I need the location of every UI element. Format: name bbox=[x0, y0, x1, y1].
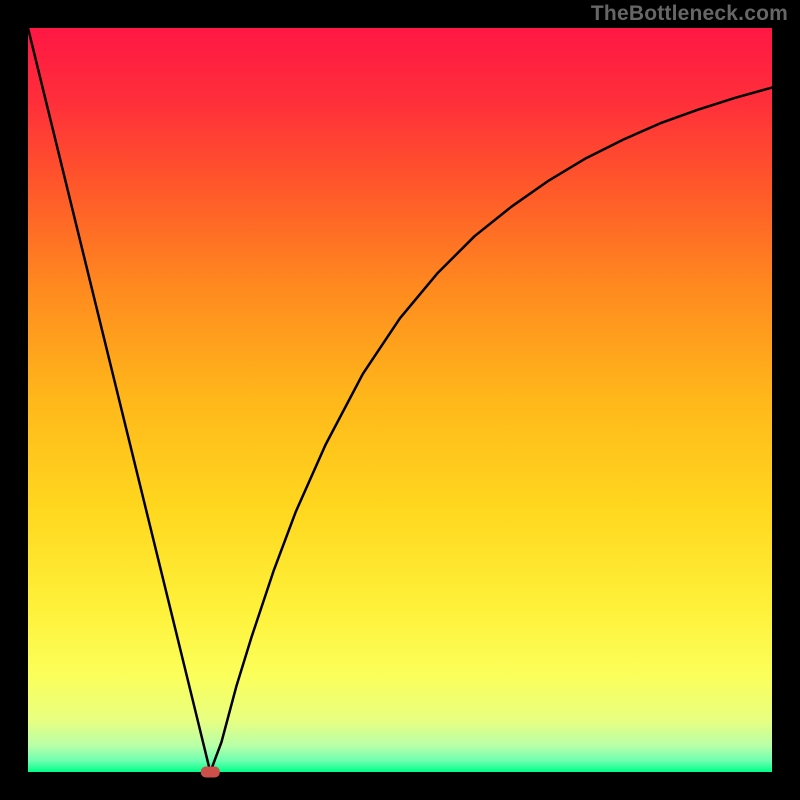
chart-container: TheBottleneck.com bbox=[0, 0, 800, 800]
plot-background-gradient bbox=[28, 28, 772, 772]
attribution-text: TheBottleneck.com bbox=[591, 2, 788, 26]
bottleneck-chart bbox=[0, 0, 800, 800]
minimum-marker bbox=[201, 767, 220, 778]
